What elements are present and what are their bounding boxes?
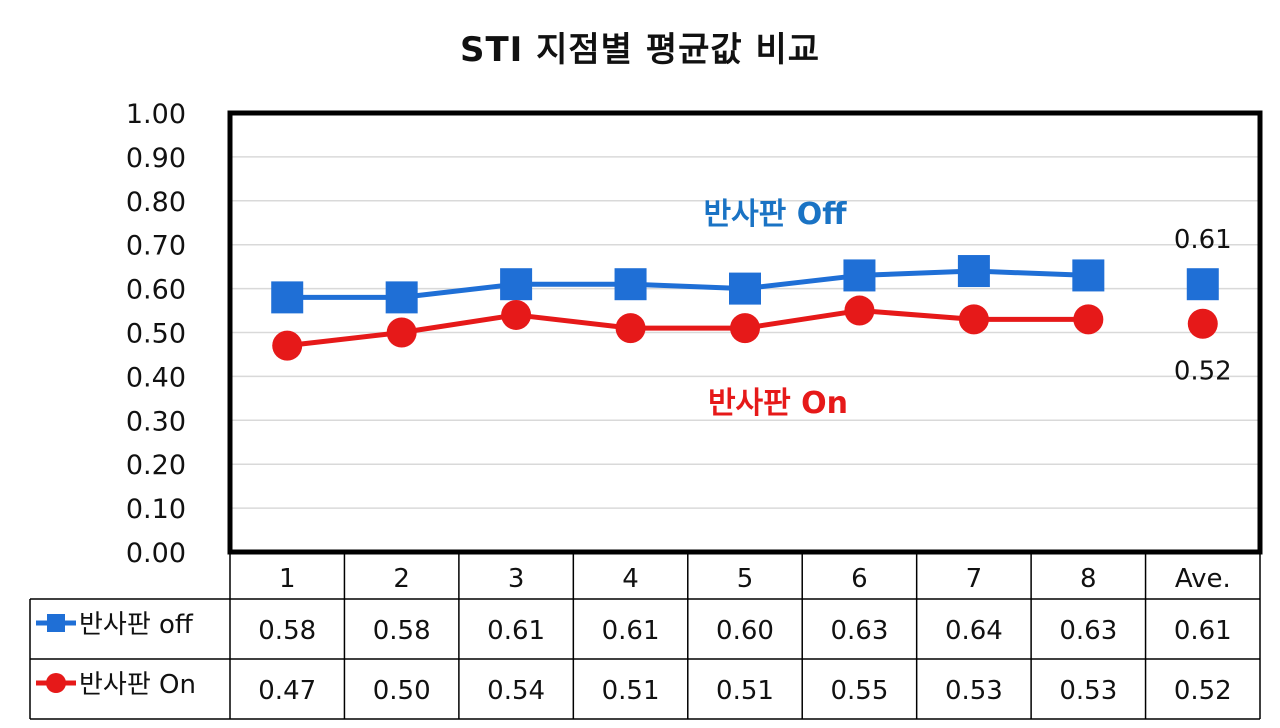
table-cell-value: 0.63	[1059, 616, 1117, 646]
data-point-square	[500, 268, 533, 301]
table-cell-value: 0.50	[373, 676, 431, 706]
table-cell-value: 0.64	[945, 616, 1003, 646]
table-cell-value: 0.63	[830, 616, 888, 646]
series-line	[287, 268, 1089, 300]
table-cell-value: 0.51	[602, 676, 660, 706]
annotations: 반사판 Off 반사판 On 0.61 0.52	[703, 197, 1231, 421]
table-cell-value: 0.60	[716, 616, 774, 646]
series-annotation: 반사판 Off	[703, 197, 847, 232]
table-cell-value: 0.53	[1059, 676, 1117, 706]
data-point-square	[843, 259, 876, 292]
x-category-label: 1	[279, 564, 296, 594]
y-tick-label: 0.50	[126, 319, 186, 350]
chart-title: STI 지점별 평균값 비교	[459, 30, 821, 70]
table-cell-value: 0.51	[716, 676, 774, 706]
series	[271, 255, 1219, 361]
y-tick-label: 0.90	[126, 143, 186, 174]
y-tick-label: 0.30	[126, 406, 186, 437]
data-point-square	[1186, 268, 1219, 301]
legend-key	[36, 673, 76, 693]
data-point-circle	[386, 317, 417, 348]
data-point-square	[385, 281, 418, 314]
series-annotation: 반사판 On	[708, 386, 848, 421]
data-point-circle	[730, 313, 760, 344]
y-tick-label: 0.60	[126, 275, 186, 306]
table-cell-value: 0.58	[373, 616, 431, 646]
legend-square-marker	[47, 614, 65, 632]
data-point-square	[1072, 259, 1105, 292]
y-tick-label: 0.10	[126, 494, 186, 525]
data-point-square	[957, 255, 990, 288]
data-point-circle	[1187, 308, 1218, 339]
x-category-label: 5	[737, 564, 754, 594]
y-tick-label: 1.00	[126, 99, 186, 130]
table-cell-value: 0.47	[258, 676, 316, 706]
legend-circle-marker	[46, 673, 66, 693]
data-point-circle	[501, 299, 532, 330]
data-label: 0.52	[1174, 357, 1232, 387]
table-cell-value: 0.53	[945, 676, 1003, 706]
table-cell-value: 0.61	[602, 616, 660, 646]
x-category-label: Ave.	[1175, 564, 1231, 594]
plot-frame	[227, 110, 1263, 555]
data-label: 0.61	[1174, 225, 1232, 255]
series-line	[286, 308, 1089, 349]
x-category-label: 6	[851, 564, 868, 594]
table-cell-value: 0.52	[1174, 676, 1232, 706]
data-point-circle	[958, 304, 989, 335]
x-category-label: 8	[1080, 564, 1097, 594]
series-on	[272, 295, 1218, 361]
legend-key	[36, 614, 76, 632]
data-point-square	[729, 272, 761, 305]
y-tick-label: 0.80	[126, 187, 186, 218]
y-tick-label: 0.40	[126, 362, 186, 393]
data-point-circle	[272, 330, 303, 361]
x-category-label: 2	[393, 564, 410, 594]
data-table: 1 2 3 4 5 6 7 8 Ave. 반사판 off 0.58 0.58 0.61 0.61 0.60 0…	[29, 552, 1261, 720]
x-category-label: 7	[966, 564, 983, 594]
table-cell-value: 0.55	[830, 676, 888, 706]
legend-series-name: 반사판 off	[79, 610, 194, 640]
y-axis-ticks: 0.00 0.10 0.20 0.30 0.40 0.50 0.60 0.70 0.80 0.90…	[126, 99, 186, 569]
data-point-square	[614, 268, 647, 301]
series-off	[271, 255, 1219, 314]
data-point-circle	[1073, 304, 1104, 335]
legend-series-name: 반사판 On	[79, 670, 196, 700]
data-point-circle	[615, 313, 646, 344]
table-cell-value: 0.61	[1174, 616, 1232, 646]
y-tick-label: 0.20	[126, 450, 186, 481]
y-tick-label: 0.70	[126, 231, 186, 262]
data-point-circle	[844, 295, 875, 326]
table-cell-value: 0.61	[487, 616, 545, 646]
table-cell-value: 0.54	[487, 676, 545, 706]
y-tick-label: 0.00	[126, 538, 186, 569]
x-category-label: 4	[622, 564, 639, 594]
x-category-label: 3	[508, 564, 525, 594]
data-point-square	[271, 281, 304, 314]
table-cell-value: 0.58	[258, 616, 316, 646]
